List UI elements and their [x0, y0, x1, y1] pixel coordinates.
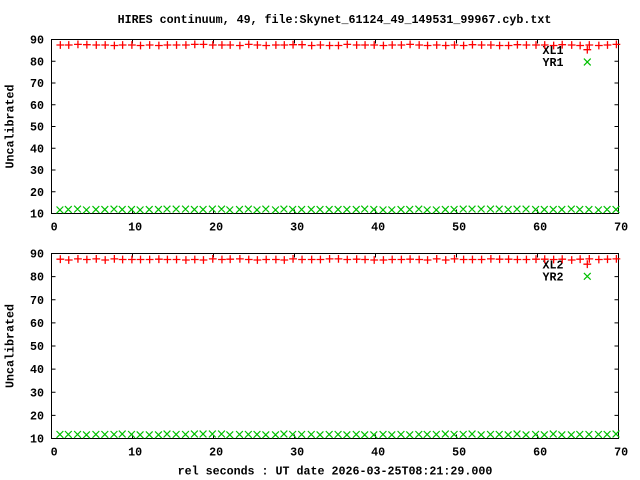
svg-text:70: 70 — [30, 294, 44, 308]
svg-text:70: 70 — [30, 77, 44, 91]
svg-text:YR1: YR1 — [543, 56, 564, 70]
svg-text:XL1: XL1 — [543, 44, 564, 58]
svg-text:XL2: XL2 — [543, 258, 564, 272]
svg-text:0: 0 — [51, 446, 58, 460]
svg-text:40: 40 — [371, 221, 385, 235]
svg-text:20: 20 — [209, 221, 223, 235]
svg-text:80: 80 — [30, 271, 44, 285]
svg-text:60: 60 — [30, 99, 44, 113]
svg-text:10: 10 — [128, 221, 142, 235]
svg-text:YR2: YR2 — [543, 270, 564, 284]
svg-text:20: 20 — [30, 186, 44, 200]
svg-text:HIRES continuum, 49, file:Skyn: HIRES continuum, 49, file:Skynet_61124_4… — [118, 13, 552, 27]
svg-text:30: 30 — [30, 386, 44, 400]
svg-text:40: 40 — [30, 142, 44, 156]
svg-text:50: 50 — [452, 446, 466, 460]
svg-text:40: 40 — [30, 363, 44, 377]
svg-text:60: 60 — [533, 446, 547, 460]
svg-text:10: 10 — [128, 446, 142, 460]
svg-text:60: 60 — [533, 221, 547, 235]
svg-text:30: 30 — [290, 446, 304, 460]
svg-text:90: 90 — [30, 34, 44, 48]
svg-text:0: 0 — [51, 221, 58, 235]
svg-text:70: 70 — [614, 446, 628, 460]
svg-text:80: 80 — [30, 55, 44, 69]
svg-text:30: 30 — [30, 164, 44, 178]
svg-text:40: 40 — [371, 446, 385, 460]
svg-text:70: 70 — [614, 221, 628, 235]
svg-text:90: 90 — [30, 248, 44, 262]
svg-text:Uncalibrated: Uncalibrated — [4, 304, 18, 388]
svg-text:20: 20 — [209, 446, 223, 460]
svg-text:10: 10 — [30, 208, 44, 222]
svg-text:Uncalibrated: Uncalibrated — [4, 85, 18, 169]
svg-text:50: 50 — [452, 221, 466, 235]
svg-text:50: 50 — [30, 340, 44, 354]
svg-text:50: 50 — [30, 121, 44, 135]
svg-text:30: 30 — [290, 221, 304, 235]
svg-text:rel seconds : UT date 2026-03-: rel seconds : UT date 2026-03-25T08:21:2… — [178, 465, 493, 479]
svg-text:60: 60 — [30, 317, 44, 331]
svg-text:20: 20 — [30, 409, 44, 423]
svg-text:10: 10 — [30, 433, 44, 447]
